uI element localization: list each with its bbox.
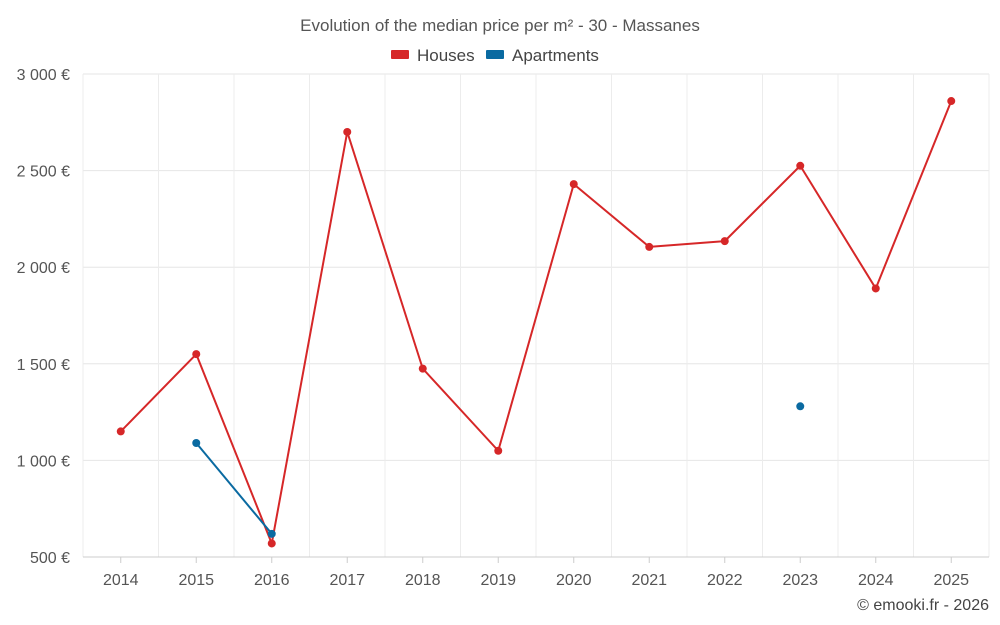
y-tick-label: 2 000 € bbox=[17, 260, 70, 277]
data-point-houses[interactable] bbox=[569, 180, 578, 189]
data-point-houses[interactable] bbox=[494, 446, 503, 455]
x-tick-label: 2025 bbox=[933, 572, 969, 589]
legend-swatch bbox=[391, 50, 409, 59]
data-point-houses[interactable] bbox=[871, 284, 880, 293]
x-tick-label: 2023 bbox=[782, 572, 818, 589]
legend-label: Houses bbox=[417, 46, 475, 65]
x-tick-label: 2022 bbox=[707, 572, 743, 589]
legend-label: Apartments bbox=[512, 46, 599, 65]
legend-item-houses[interactable]: Houses bbox=[391, 46, 475, 65]
x-tick-label: 2020 bbox=[556, 572, 592, 589]
x-tick-label: 2015 bbox=[178, 572, 214, 589]
x-tick-label: 2017 bbox=[329, 572, 365, 589]
x-tick-label: 2019 bbox=[480, 572, 516, 589]
data-point-apartments[interactable] bbox=[192, 439, 201, 448]
legend: Houses Apartments bbox=[391, 46, 599, 65]
data-point-houses[interactable] bbox=[796, 161, 805, 170]
data-point-apartments[interactable] bbox=[267, 529, 276, 538]
series-line-houses bbox=[120, 100, 953, 545]
data-point-houses[interactable] bbox=[192, 350, 201, 359]
y-tick-label: 500 € bbox=[30, 550, 70, 567]
footer-credit: © emooki.fr - 2026 bbox=[857, 597, 989, 614]
x-tick-label: 2024 bbox=[858, 572, 894, 589]
x-tick-label: 2014 bbox=[103, 572, 139, 589]
series-houses bbox=[116, 97, 956, 548]
data-point-houses[interactable] bbox=[720, 237, 729, 246]
y-tick-label: 1 000 € bbox=[17, 453, 70, 470]
chart-title: Evolution of the median price per m² - 3… bbox=[300, 16, 700, 35]
y-tick-label: 2 500 € bbox=[17, 164, 70, 181]
y-tick-label: 3 000 € bbox=[17, 67, 70, 84]
series-line-apartments bbox=[195, 442, 273, 535]
axes: 500 € 1 000 € 1 500 € 2 000 € 2 500 € 3 000 €… bbox=[17, 67, 989, 589]
data-point-houses[interactable] bbox=[645, 242, 654, 251]
data-point-houses[interactable] bbox=[343, 127, 352, 136]
x-tick-label: 2021 bbox=[631, 572, 667, 589]
x-tick-label: 2018 bbox=[405, 572, 441, 589]
data-point-houses[interactable] bbox=[947, 97, 956, 106]
data-point-apartments[interactable] bbox=[796, 402, 805, 411]
data-point-houses[interactable] bbox=[418, 364, 427, 373]
data-point-houses[interactable] bbox=[116, 427, 125, 436]
legend-item-apartments[interactable]: Apartments bbox=[486, 46, 599, 65]
series-apartments bbox=[192, 402, 805, 538]
series-group bbox=[116, 97, 956, 548]
y-tick-label: 1 500 € bbox=[17, 357, 70, 374]
legend-swatch bbox=[486, 50, 504, 59]
x-tick-label: 2016 bbox=[254, 572, 290, 589]
data-point-houses[interactable] bbox=[267, 539, 276, 548]
